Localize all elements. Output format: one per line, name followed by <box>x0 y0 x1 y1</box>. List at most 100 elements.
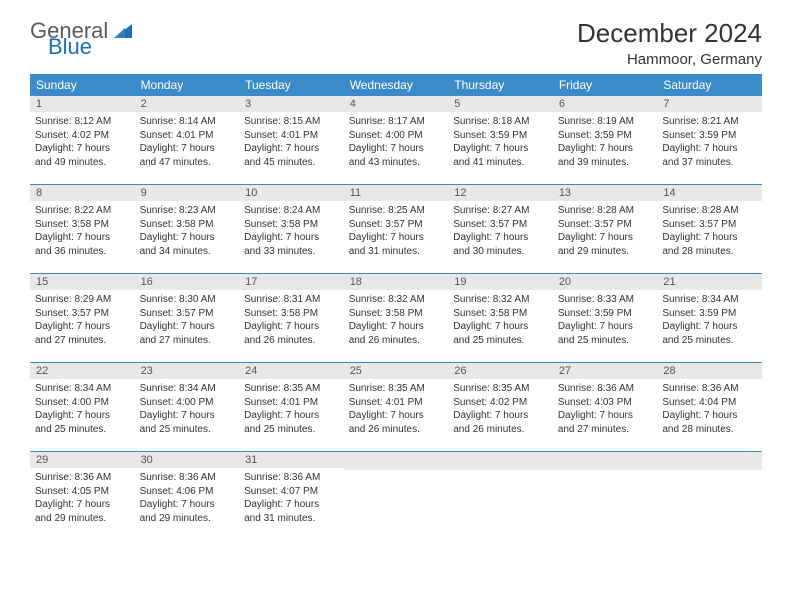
daylight-line1: Daylight: 7 hours <box>662 409 757 423</box>
day-cell: 1Sunrise: 8:12 AMSunset: 4:02 PMDaylight… <box>30 96 135 185</box>
daylight-line1: Daylight: 7 hours <box>453 142 548 156</box>
day-body: Sunrise: 8:18 AMSunset: 3:59 PMDaylight:… <box>448 112 553 173</box>
day-cell: 24Sunrise: 8:35 AMSunset: 4:01 PMDayligh… <box>239 363 344 452</box>
day-number: 12 <box>448 185 553 201</box>
daylight-line2: and 31 minutes. <box>349 245 444 259</box>
week-row: 15Sunrise: 8:29 AMSunset: 3:57 PMDayligh… <box>30 274 762 363</box>
day-number: 23 <box>135 363 240 379</box>
day-number: 26 <box>448 363 553 379</box>
sunset-text: Sunset: 4:01 PM <box>349 396 444 410</box>
sunrise-text: Sunrise: 8:15 AM <box>244 115 339 129</box>
daylight-line2: and 27 minutes. <box>140 334 235 348</box>
daylight-line2: and 45 minutes. <box>244 156 339 170</box>
sunrise-text: Sunrise: 8:34 AM <box>662 293 757 307</box>
daylight-line1: Daylight: 7 hours <box>244 498 339 512</box>
sunrise-text: Sunrise: 8:22 AM <box>35 204 130 218</box>
day-number: 24 <box>239 363 344 379</box>
day-number: 28 <box>657 363 762 379</box>
day-number: 7 <box>657 96 762 112</box>
sunset-text: Sunset: 4:00 PM <box>140 396 235 410</box>
day-number: 4 <box>344 96 449 112</box>
daylight-line1: Daylight: 7 hours <box>558 231 653 245</box>
sunrise-text: Sunrise: 8:28 AM <box>558 204 653 218</box>
day-body <box>448 470 553 537</box>
day-cell: 17Sunrise: 8:31 AMSunset: 3:58 PMDayligh… <box>239 274 344 363</box>
daylight-line2: and 25 minutes. <box>140 423 235 437</box>
day-cell: 8Sunrise: 8:22 AMSunset: 3:58 PMDaylight… <box>30 185 135 274</box>
day-number: 6 <box>553 96 658 112</box>
sunset-text: Sunset: 4:02 PM <box>35 129 130 143</box>
day-cell: 30Sunrise: 8:36 AMSunset: 4:06 PMDayligh… <box>135 452 240 540</box>
sunset-text: Sunset: 3:57 PM <box>558 218 653 232</box>
sunset-text: Sunset: 3:58 PM <box>349 307 444 321</box>
weekday-header: Monday <box>135 74 240 96</box>
day-body: Sunrise: 8:15 AMSunset: 4:01 PMDaylight:… <box>239 112 344 173</box>
daylight-line2: and 30 minutes. <box>453 245 548 259</box>
day-body <box>657 470 762 537</box>
day-body: Sunrise: 8:29 AMSunset: 3:57 PMDaylight:… <box>30 290 135 351</box>
day-body: Sunrise: 8:24 AMSunset: 3:58 PMDaylight:… <box>239 201 344 262</box>
day-body: Sunrise: 8:19 AMSunset: 3:59 PMDaylight:… <box>553 112 658 173</box>
sunset-text: Sunset: 3:59 PM <box>662 307 757 321</box>
day-number: 18 <box>344 274 449 290</box>
day-body: Sunrise: 8:34 AMSunset: 4:00 PMDaylight:… <box>30 379 135 440</box>
day-number: 20 <box>553 274 658 290</box>
sunrise-text: Sunrise: 8:25 AM <box>349 204 444 218</box>
sunrise-text: Sunrise: 8:36 AM <box>558 382 653 396</box>
daylight-line2: and 43 minutes. <box>349 156 444 170</box>
daylight-line2: and 26 minutes. <box>349 334 444 348</box>
day-body: Sunrise: 8:21 AMSunset: 3:59 PMDaylight:… <box>657 112 762 173</box>
daylight-line1: Daylight: 7 hours <box>35 498 130 512</box>
sunrise-text: Sunrise: 8:28 AM <box>662 204 757 218</box>
sunrise-text: Sunrise: 8:36 AM <box>35 471 130 485</box>
sunset-text: Sunset: 3:57 PM <box>662 218 757 232</box>
sunset-text: Sunset: 4:01 PM <box>140 129 235 143</box>
day-cell: 25Sunrise: 8:35 AMSunset: 4:01 PMDayligh… <box>344 363 449 452</box>
daylight-line2: and 25 minutes. <box>453 334 548 348</box>
day-number: 14 <box>657 185 762 201</box>
day-body: Sunrise: 8:27 AMSunset: 3:57 PMDaylight:… <box>448 201 553 262</box>
day-cell: 13Sunrise: 8:28 AMSunset: 3:57 PMDayligh… <box>553 185 658 274</box>
sunset-text: Sunset: 4:01 PM <box>244 396 339 410</box>
day-body: Sunrise: 8:35 AMSunset: 4:01 PMDaylight:… <box>344 379 449 440</box>
daylight-line1: Daylight: 7 hours <box>35 320 130 334</box>
sunset-text: Sunset: 3:59 PM <box>662 129 757 143</box>
sunrise-text: Sunrise: 8:27 AM <box>453 204 548 218</box>
sunset-text: Sunset: 4:02 PM <box>453 396 548 410</box>
weekday-header: Saturday <box>657 74 762 96</box>
day-body: Sunrise: 8:36 AMSunset: 4:04 PMDaylight:… <box>657 379 762 440</box>
sunrise-text: Sunrise: 8:36 AM <box>140 471 235 485</box>
day-cell: 14Sunrise: 8:28 AMSunset: 3:57 PMDayligh… <box>657 185 762 274</box>
weekday-header: Friday <box>553 74 658 96</box>
weekday-header: Tuesday <box>239 74 344 96</box>
daylight-line1: Daylight: 7 hours <box>558 142 653 156</box>
day-number: 8 <box>30 185 135 201</box>
day-cell: 26Sunrise: 8:35 AMSunset: 4:02 PMDayligh… <box>448 363 553 452</box>
sunset-text: Sunset: 3:58 PM <box>35 218 130 232</box>
sunset-text: Sunset: 4:01 PM <box>244 129 339 143</box>
daylight-line2: and 33 minutes. <box>244 245 339 259</box>
sunset-text: Sunset: 3:59 PM <box>453 129 548 143</box>
day-number: 17 <box>239 274 344 290</box>
daylight-line2: and 49 minutes. <box>35 156 130 170</box>
day-number: 27 <box>553 363 658 379</box>
sunrise-text: Sunrise: 8:35 AM <box>453 382 548 396</box>
sunrise-text: Sunrise: 8:32 AM <box>453 293 548 307</box>
daylight-line1: Daylight: 7 hours <box>349 231 444 245</box>
sunset-text: Sunset: 3:58 PM <box>244 307 339 321</box>
day-body: Sunrise: 8:17 AMSunset: 4:00 PMDaylight:… <box>344 112 449 173</box>
day-body: Sunrise: 8:36 AMSunset: 4:06 PMDaylight:… <box>135 468 240 529</box>
day-cell: 5Sunrise: 8:18 AMSunset: 3:59 PMDaylight… <box>448 96 553 185</box>
day-body: Sunrise: 8:28 AMSunset: 3:57 PMDaylight:… <box>657 201 762 262</box>
daylight-line1: Daylight: 7 hours <box>349 409 444 423</box>
sunrise-text: Sunrise: 8:14 AM <box>140 115 235 129</box>
daylight-line1: Daylight: 7 hours <box>140 498 235 512</box>
week-row: 22Sunrise: 8:34 AMSunset: 4:00 PMDayligh… <box>30 363 762 452</box>
sunrise-text: Sunrise: 8:12 AM <box>35 115 130 129</box>
daylight-line2: and 25 minutes. <box>662 334 757 348</box>
day-body: Sunrise: 8:22 AMSunset: 3:58 PMDaylight:… <box>30 201 135 262</box>
day-cell: 16Sunrise: 8:30 AMSunset: 3:57 PMDayligh… <box>135 274 240 363</box>
day-cell: 28Sunrise: 8:36 AMSunset: 4:04 PMDayligh… <box>657 363 762 452</box>
day-body: Sunrise: 8:25 AMSunset: 3:57 PMDaylight:… <box>344 201 449 262</box>
sunrise-text: Sunrise: 8:33 AM <box>558 293 653 307</box>
